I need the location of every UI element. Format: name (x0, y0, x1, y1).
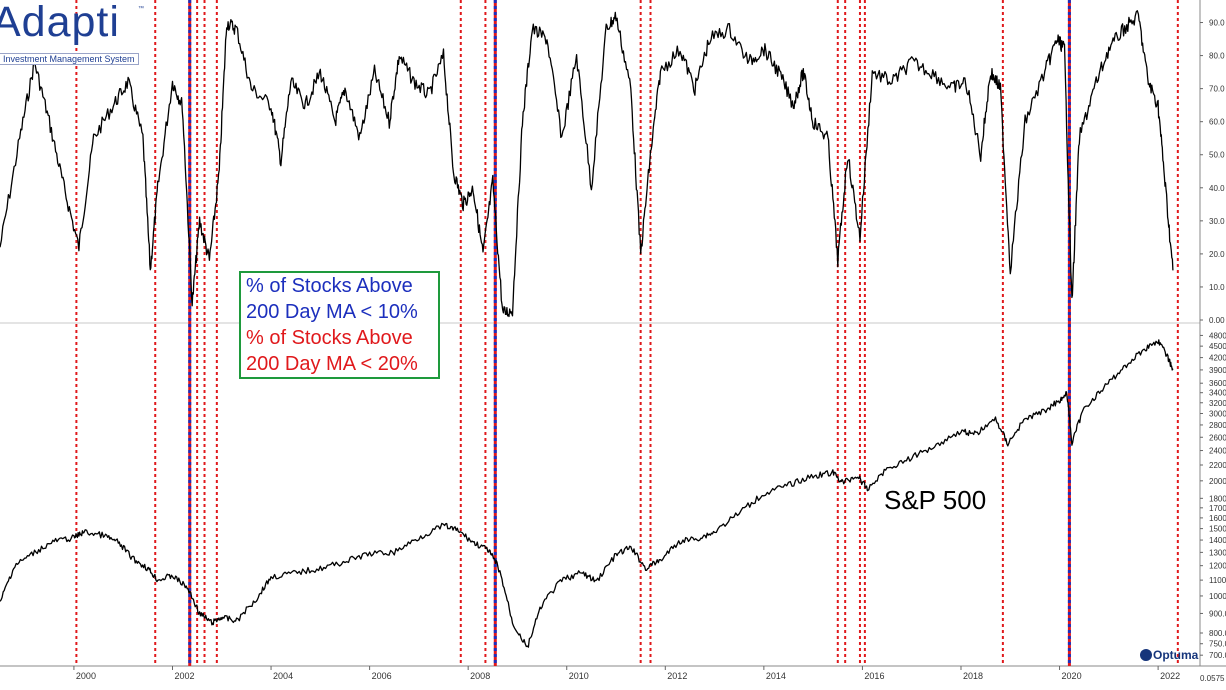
logo-word: Adapti (0, 0, 120, 46)
top-y-tick-label: 0.00 (1209, 316, 1225, 325)
bottom-y-tick-label: 1100 (1209, 576, 1226, 585)
bottom-y-tick-label: 900.0 (1209, 609, 1226, 618)
x-tick-label: 2006 (372, 671, 392, 681)
x-tick-label: 2008 (470, 671, 490, 681)
top-y-tick-label: 40.0 (1209, 184, 1225, 193)
x-tick-label: 2002 (174, 671, 194, 681)
bottom-y-tick-label: 3400 (1209, 389, 1226, 398)
bottom-y-tick-label: 2000 (1209, 477, 1226, 486)
bottom-y-tick-label: 2600 (1209, 433, 1226, 442)
top-y-tick-label: 90.0 (1209, 19, 1225, 28)
bottom-y-tick-label: 3900 (1209, 366, 1226, 375)
x-tick-label: 2010 (569, 671, 589, 681)
top-y-tick-label: 30.0 (1209, 217, 1225, 226)
bottom-y-tick-label: 700.0 (1209, 651, 1226, 660)
brand-logo: Adapti ™ Investment Management System (0, 0, 150, 68)
x-tick-label: 2016 (864, 671, 884, 681)
bottom-y-tick-label: 2800 (1209, 421, 1226, 430)
legend-box: % of Stocks Above 200 Day MA < 10% % of … (239, 271, 440, 379)
top-y-tick-label: 80.0 (1209, 52, 1225, 61)
bottom-y-tick-label: 2400 (1209, 447, 1226, 456)
bottom-y-tick-label: 3000 (1209, 409, 1226, 418)
legend-blue-line1: % of Stocks Above (246, 275, 413, 297)
sp500-label: S&P 500 (884, 485, 987, 515)
x-tick-label: 2020 (1062, 671, 1082, 681)
bottom-y-tick-label: 1300 (1209, 548, 1226, 557)
corner-readout: 0.0575 (1200, 674, 1225, 683)
legend-red-line2: 200 Day MA < 20% (246, 353, 418, 375)
bottom-y-tick-label: 800.0 (1209, 629, 1226, 638)
legend-blue-line2: 200 Day MA < 10% (246, 301, 418, 323)
bottom-y-tick-label: 750.0 (1209, 640, 1226, 649)
optuma-text: Optuma (1153, 648, 1199, 662)
series-lines (0, 10, 1174, 648)
x-tick-label: 2014 (766, 671, 786, 681)
x-tick-label: 2000 (76, 671, 96, 681)
sp500-series-line (0, 339, 1174, 648)
top-y-tick-label: 60.0 (1209, 118, 1225, 127)
bottom-y-tick-label: 1200 (1209, 562, 1226, 571)
bottom-y-tick-label: 4800 (1209, 331, 1226, 340)
signal-lines (75, 0, 1179, 666)
bottom-y-tick-label: 2200 (1209, 461, 1226, 470)
grid (0, 0, 1226, 667)
bottom-y-tick-label: 1500 (1209, 525, 1226, 534)
bottom-y-tick-label: 4500 (1209, 342, 1226, 351)
top-y-tick-label: 70.0 (1209, 85, 1225, 94)
breadth-series-line (0, 10, 1174, 318)
bottom-y-tick-label: 3600 (1209, 379, 1226, 388)
top-y-tick-label: 10.0 (1209, 283, 1225, 292)
bottom-y-tick-label: 4200 (1209, 354, 1226, 363)
bottom-y-tick-label: 1700 (1209, 504, 1226, 513)
logo-trademark: ™ (138, 6, 144, 12)
top-y-tick-label: 20.0 (1209, 250, 1225, 259)
bottom-y-tick-label: 3200 (1209, 399, 1226, 408)
logo-subtitle: Investment Management System (0, 53, 139, 65)
optuma-icon (1140, 649, 1152, 661)
legend-red-line1: % of Stocks Above (246, 327, 413, 349)
bottom-y-tick-label: 1000 (1209, 592, 1226, 601)
x-tick-label: 2004 (273, 671, 293, 681)
bottom-y-tick-label: 1400 (1209, 536, 1226, 545)
x-tick-label: 2022 (1160, 671, 1180, 681)
x-tick-label: 2012 (667, 671, 687, 681)
optuma-watermark: Optuma (1140, 648, 1198, 662)
top-y-tick-label: 50.0 (1209, 151, 1225, 160)
bottom-y-tick-label: 1800 (1209, 494, 1226, 503)
axes: 0.00 10.0 20.0 30.0 40.0 50.0 60.0 70.0 80.0 90.0… (73, 19, 1226, 681)
bottom-y-tick-label: 1600 (1209, 514, 1226, 523)
x-tick-label: 2018 (963, 671, 983, 681)
